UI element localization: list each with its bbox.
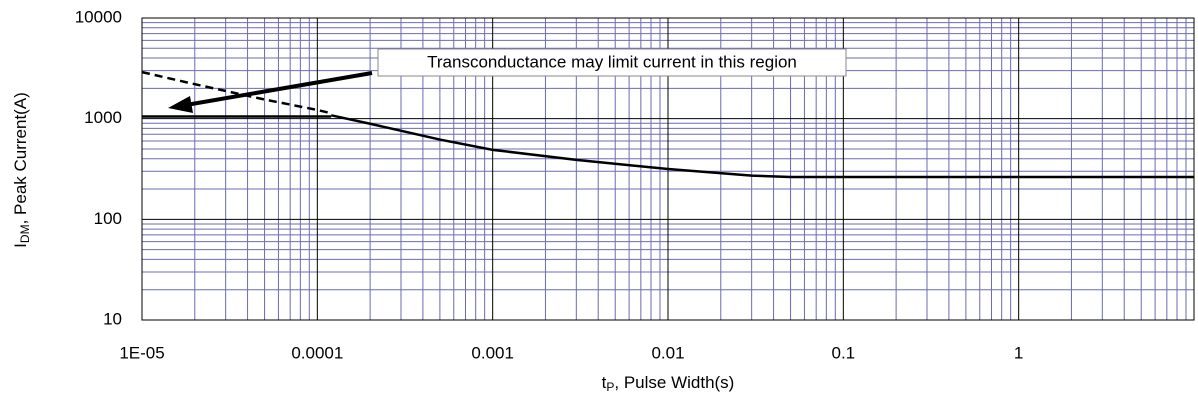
annotation: Transconductance may limit current in th… <box>427 52 797 71</box>
data-line <box>141 70 332 115</box>
y-tick-label: 100 <box>94 209 122 228</box>
y-tick-label: 1000 <box>84 108 122 127</box>
data-line <box>330 114 1194 179</box>
x-tick-label: 1E-05 <box>119 343 164 362</box>
annotation-arrow <box>185 71 373 107</box>
y-tick-label: 10000 <box>75 7 122 26</box>
y-label-rest: , Peak Current(A) <box>11 92 30 224</box>
plot-border <box>141 17 1195 321</box>
y-axis-label: IDM, Peak Current(A) <box>11 92 32 248</box>
x-tick-label: 1 <box>1014 343 1023 362</box>
x-tick-label: 0.0001 <box>291 343 343 362</box>
y-label-main: I <box>11 243 30 248</box>
x-label-sub: P <box>606 380 614 394</box>
x-tick-label: 0.001 <box>471 343 514 362</box>
x-label-rest: , Pulse Width(s) <box>614 373 734 392</box>
x-tick-label: 0.1 <box>832 343 856 362</box>
x-tick-label: 0.01 <box>651 343 684 362</box>
y-label-sub: DM <box>18 224 32 243</box>
y-tick-label: 10 <box>103 309 122 328</box>
x-label-main: t <box>602 373 607 392</box>
arrow-head <box>168 96 193 113</box>
x-axis-label: tP, Pulse Width(s) <box>602 373 735 394</box>
annotation-box <box>377 48 847 77</box>
